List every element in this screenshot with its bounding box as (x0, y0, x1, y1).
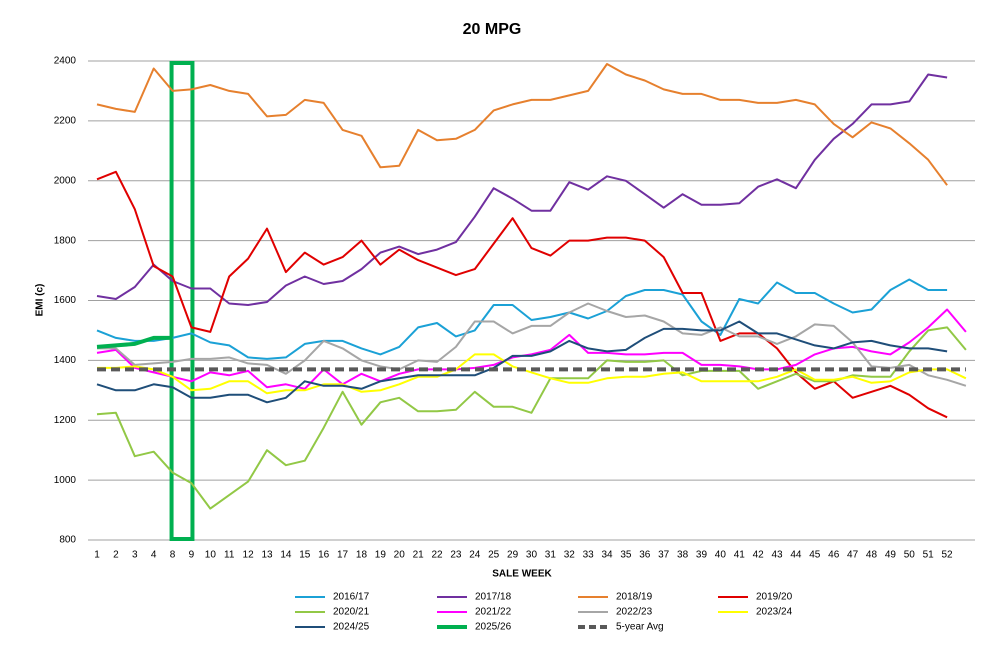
series-line (96, 335, 173, 349)
y-tick-label: 1800 (54, 235, 77, 246)
series-line (96, 73, 948, 306)
x-tick-label: 48 (866, 550, 878, 561)
series-line (96, 308, 967, 390)
x-tick-label: 33 (583, 550, 595, 561)
highlight-box (169, 61, 195, 541)
legend-label: 2022/23 (616, 607, 653, 618)
x-tick-label: 3 (132, 550, 138, 561)
y-tick-label: 800 (59, 535, 76, 546)
x-tick-label: 23 (450, 550, 462, 561)
x-tick-label: 21 (413, 550, 425, 561)
x-tick-label: 16 (318, 550, 330, 561)
x-tick-label: 20 (394, 550, 406, 561)
series-line (96, 326, 967, 510)
legend-label: 2020/21 (333, 607, 370, 618)
x-tick-label: 37 (658, 550, 670, 561)
legend-label: 2019/20 (756, 592, 793, 603)
y-tick-label: 1600 (54, 295, 77, 306)
x-tick-label: 34 (601, 550, 613, 561)
x-tick-label: 31 (545, 550, 557, 561)
chart-title: 20 MPG (463, 21, 522, 38)
x-tick-label: 22 (431, 550, 443, 561)
legend-label: 2016/17 (333, 592, 370, 603)
x-tick-label: 8 (170, 550, 176, 561)
y-axis-label: EMI (c) (35, 284, 46, 317)
legend-label: 2018/19 (616, 592, 653, 603)
x-tick-label: 38 (677, 550, 689, 561)
y-tick-label: 2000 (54, 175, 77, 186)
x-tick-label: 44 (790, 550, 802, 561)
x-tick-label: 45 (809, 550, 821, 561)
x-tick-label: 52 (941, 550, 953, 561)
x-tick-label: 51 (923, 550, 935, 561)
x-tick-label: 35 (620, 550, 632, 561)
x-tick-label: 46 (828, 550, 840, 561)
x-tick-label: 49 (885, 550, 897, 561)
series-line (96, 170, 948, 419)
x-tick-label: 39 (696, 550, 708, 561)
x-tick-label: 36 (639, 550, 651, 561)
series-line (96, 63, 948, 186)
x-tick-label: 14 (280, 550, 292, 561)
x-tick-label: 40 (715, 550, 727, 561)
legend-label: 2023/24 (756, 607, 793, 618)
legend-label: 2024/25 (333, 622, 370, 633)
x-tick-label: 9 (189, 550, 195, 561)
x-tick-label: 11 (224, 550, 235, 561)
legend-label: 5-year Avg (616, 622, 664, 633)
series-line (96, 278, 948, 360)
x-tick-label: 50 (904, 550, 916, 561)
x-tick-label: 4 (151, 550, 157, 561)
series-line (97, 302, 967, 387)
x-tick-label: 2 (113, 550, 119, 561)
y-tick-label: 2400 (54, 56, 77, 67)
x-tick-label: 43 (771, 550, 783, 561)
x-tick-label: 25 (488, 550, 500, 561)
x-tick-label: 32 (564, 550, 576, 561)
series-line (97, 353, 967, 395)
x-tick-label: 19 (375, 550, 387, 561)
x-tick-label: 30 (526, 550, 538, 561)
series-line (96, 320, 948, 404)
x-tick-label: 15 (299, 550, 311, 561)
y-tick-label: 1000 (54, 475, 77, 486)
x-tick-label: 47 (847, 550, 859, 561)
x-tick-label: 12 (243, 550, 255, 561)
legend-label: 2021/22 (475, 607, 512, 618)
x-tick-label: 18 (356, 550, 368, 561)
legend-label: 2025/26 (475, 622, 512, 633)
y-tick-label: 1200 (54, 415, 77, 426)
x-tick-label: 1 (94, 550, 100, 561)
x-axis-label: SALE WEEK (492, 569, 552, 580)
legend-label: 2017/18 (475, 592, 512, 603)
y-tick-label: 2200 (54, 116, 77, 127)
x-tick-label: 13 (261, 550, 273, 561)
y-tick-label: 1400 (54, 355, 77, 366)
x-tick-label: 17 (337, 550, 349, 561)
x-tick-label: 42 (753, 550, 765, 561)
x-tick-label: 10 (205, 550, 217, 561)
x-tick-label: 29 (507, 550, 519, 561)
x-tick-label: 41 (734, 550, 746, 561)
x-tick-label: 24 (469, 550, 481, 561)
